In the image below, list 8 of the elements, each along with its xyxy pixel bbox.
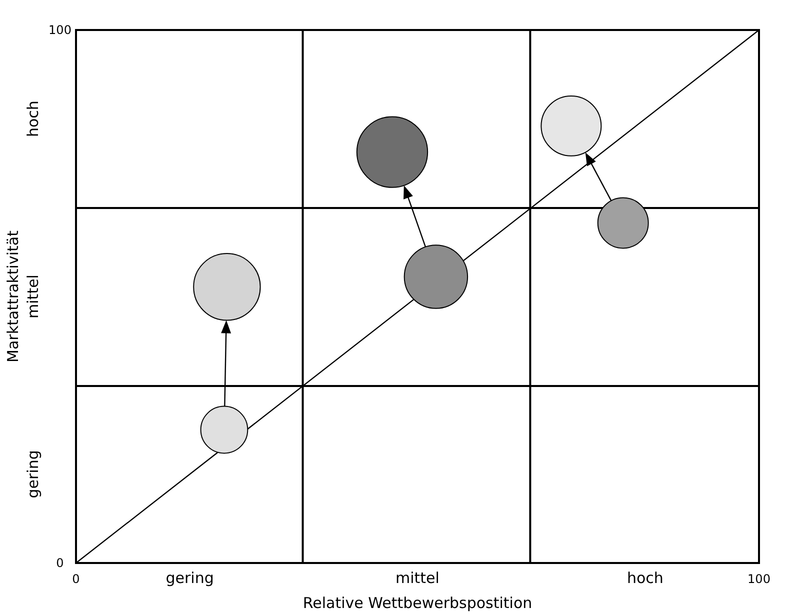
text: gering bbox=[166, 569, 214, 587]
x-axis-title: Relative Wettbewerbspostition bbox=[302, 594, 532, 612]
text: gering bbox=[24, 450, 42, 498]
y-axis-title: Marktattraktivität bbox=[4, 230, 22, 362]
text: mittel bbox=[24, 274, 42, 318]
text: hoch bbox=[24, 100, 42, 138]
text: mittel bbox=[396, 569, 440, 587]
text: hoch bbox=[626, 569, 664, 587]
